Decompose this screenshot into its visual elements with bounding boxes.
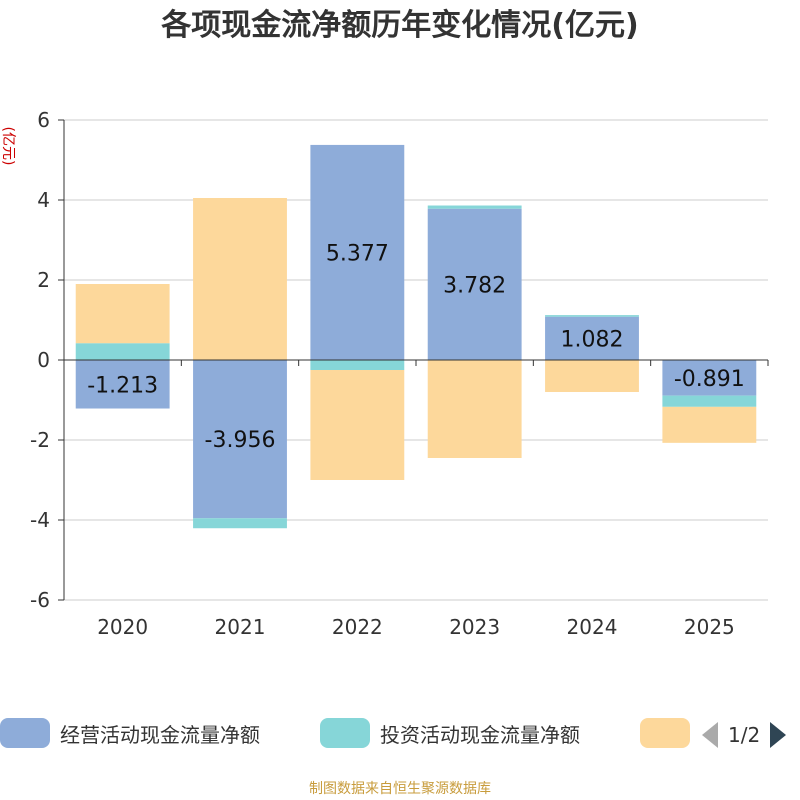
- bar-2022-series-0[interactable]: [310, 144, 405, 360]
- y-tick-label: 6: [37, 108, 50, 132]
- bar-2024-series-2[interactable]: [545, 360, 639, 392]
- y-tick-label: -6: [30, 588, 50, 612]
- bar-2021-series-0[interactable]: [193, 360, 287, 519]
- bar-2024-series-0[interactable]: [545, 316, 639, 360]
- data-label: -0.891: [674, 367, 745, 392]
- bar-2023-series-1[interactable]: [427, 205, 522, 209]
- bar-2020-series-0[interactable]: [75, 360, 170, 409]
- bar-2023-series-0[interactable]: [427, 208, 522, 360]
- x-tick-label: 2022: [332, 615, 383, 639]
- bar-2025-series-2[interactable]: [662, 406, 757, 443]
- grid-lines: [64, 119, 768, 601]
- data-label: -1.213: [87, 373, 158, 398]
- x-tick-label: 2020: [97, 615, 148, 639]
- bar-2020-series-2[interactable]: [75, 284, 170, 344]
- chevron-left-icon[interactable]: [700, 720, 720, 750]
- chevron-right-icon[interactable]: [768, 720, 788, 750]
- y-tick-label: 4: [37, 188, 50, 212]
- legend-item-operating[interactable]: 经营活动现金流量净额: [0, 716, 260, 750]
- legend-item-financing[interactable]: [640, 716, 690, 750]
- legend-label-operating: 经营活动现金流量净额: [60, 722, 260, 747]
- axes: -6 -4 -2 0 2 4 6 2020 2021 2022 2023 2024 2025: [30, 108, 769, 639]
- y-tick-label: -2: [30, 428, 50, 452]
- data-label: 5.377: [326, 241, 389, 266]
- legend-swatch-operating: [0, 718, 50, 748]
- x-tick-label: 2025: [684, 615, 735, 639]
- bar-2021-series-2[interactable]: [193, 198, 287, 360]
- x-tick-label: 2021: [215, 615, 266, 639]
- bar-2022-series-1[interactable]: [310, 360, 405, 370]
- legend-item-investing[interactable]: 投资活动现金流量净额: [320, 716, 580, 750]
- bar-2024-series-1[interactable]: [545, 315, 639, 317]
- x-tick-label: 2023: [449, 615, 500, 639]
- legend-swatch-financing: [640, 718, 690, 748]
- x-tick-label: 2024: [567, 615, 618, 639]
- y-tick-label: 0: [37, 348, 50, 372]
- bar-2022-series-2[interactable]: [310, 370, 405, 480]
- data-label: 1.082: [561, 327, 624, 352]
- data-labels: -1.213 -3.956 5.377 3.782 1.082 -0.891: [87, 241, 745, 453]
- legend-label-investing: 投资活动现金流量净额: [380, 722, 580, 747]
- chart-area: -6 -4 -2 0 2 4 6 2020 2021 2022 2023 2024 2025 -1.21…: [0, 108, 769, 639]
- bar-2025-series-1[interactable]: [662, 395, 757, 407]
- chart-title: 各项现金流净额历年变化情况(亿元): [161, 8, 639, 43]
- bar-2023-series-2[interactable]: [427, 360, 522, 458]
- bar-2020-series-1[interactable]: [75, 343, 170, 360]
- data-label: 3.782: [443, 273, 506, 298]
- source-note: 制图数据来自恒生聚源数据库: [309, 781, 491, 797]
- legend-swatch-investing: [320, 718, 370, 748]
- bar-2021-series-1[interactable]: [193, 518, 287, 529]
- y-axis-title: (亿元): [0, 127, 16, 166]
- y-tick-label: -4: [30, 508, 50, 532]
- data-label: -3.956: [205, 428, 276, 453]
- y-tick-label: 2: [37, 268, 50, 292]
- legend-page-indicator: 1/2: [728, 723, 761, 747]
- legend-pager: 1/2: [700, 718, 788, 752]
- bar-2025-series-0[interactable]: [662, 360, 757, 396]
- bars: [75, 144, 757, 529]
